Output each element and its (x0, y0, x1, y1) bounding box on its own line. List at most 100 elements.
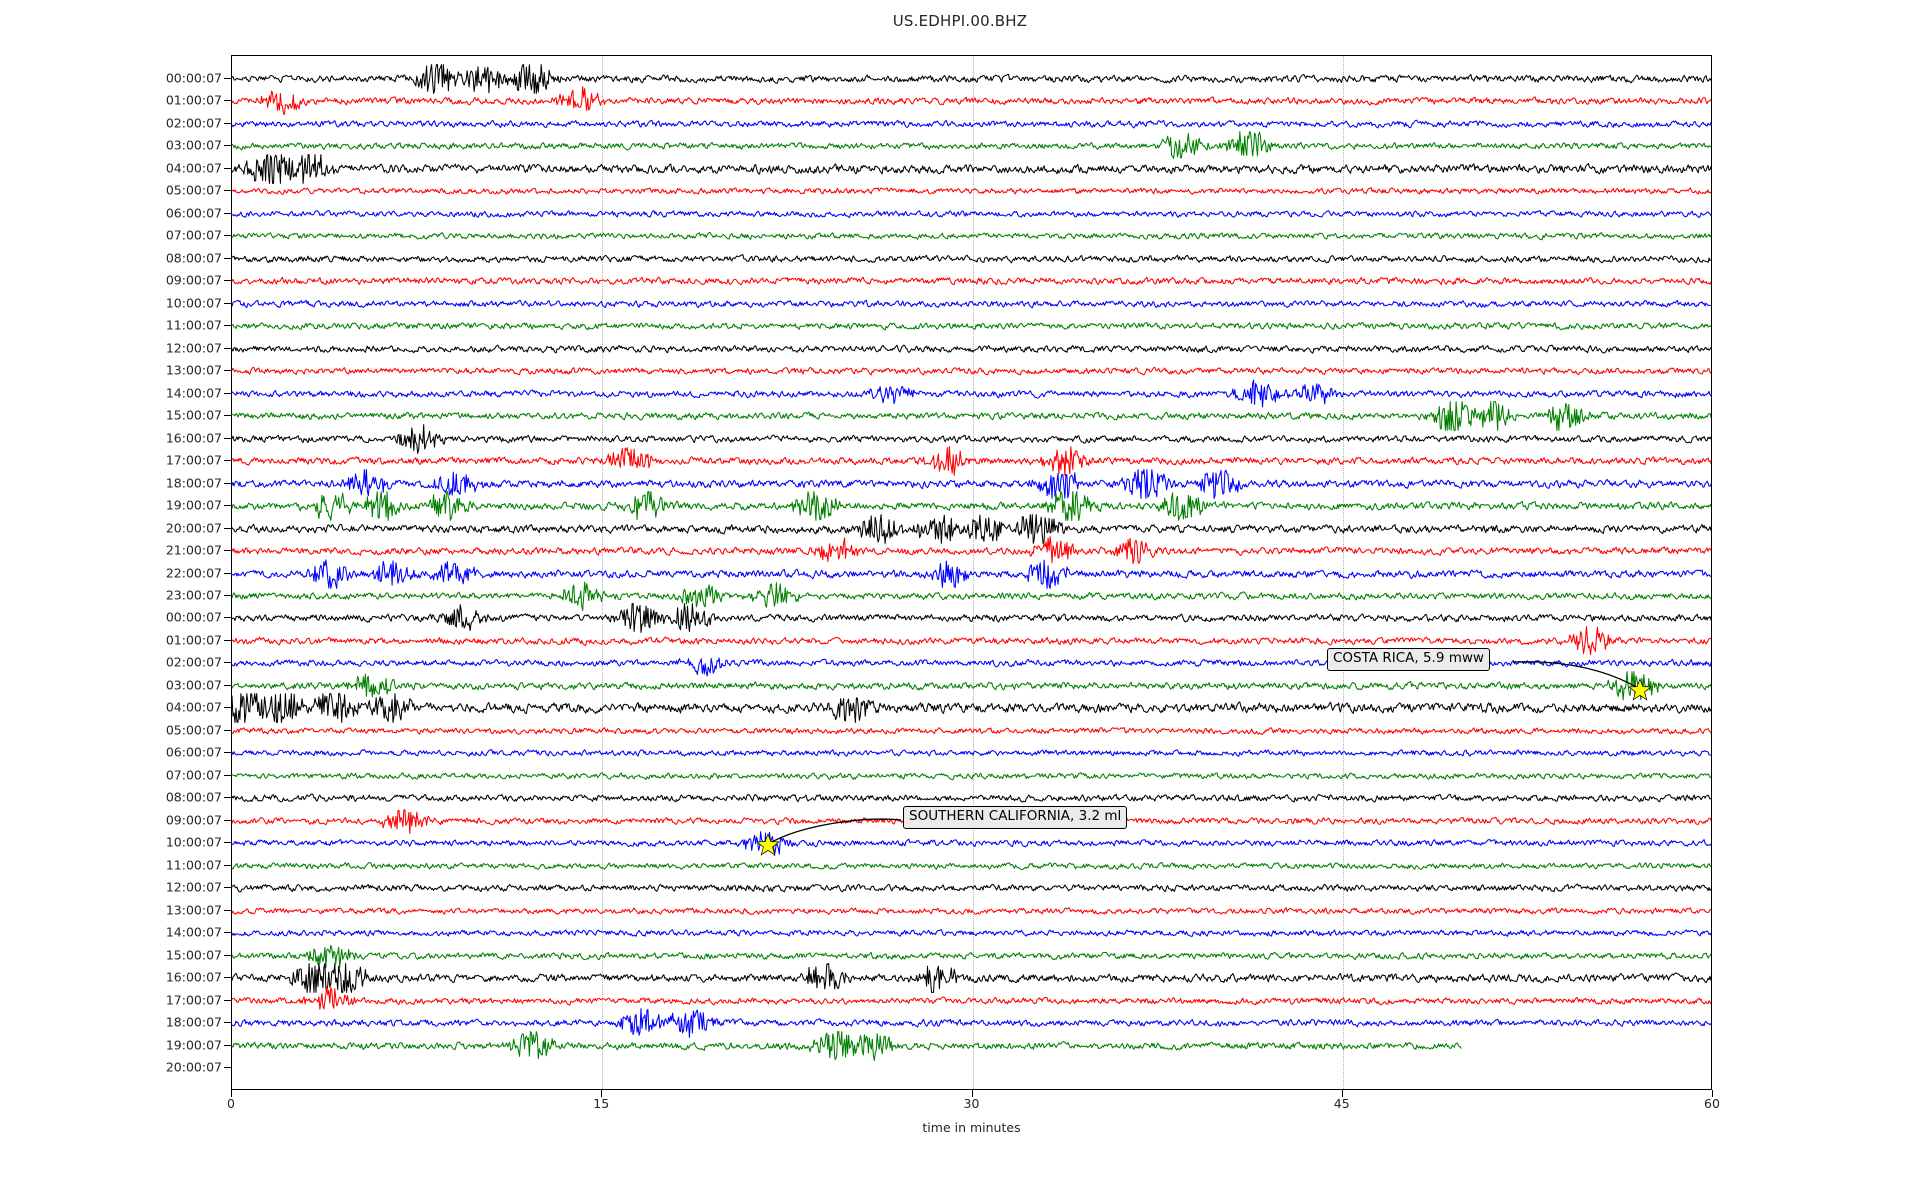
seismogram-trace (232, 334, 1711, 364)
y-tick-label: 18:00:07 (165, 475, 222, 491)
y-tick-label: 17:00:07 (165, 452, 222, 468)
x-axis-label: time in minutes (922, 1120, 1021, 1135)
y-tick-label: 23:00:07 (165, 587, 222, 603)
y-tick-label: 18:00:07 (165, 1014, 222, 1030)
y-tick-label: 22:00:07 (165, 565, 222, 580)
y-tick-label: 01:00:07 (165, 92, 222, 108)
y-tick-mark (224, 437, 232, 439)
x-tick-label: 30 (963, 1096, 980, 1111)
seismogram-trace (232, 918, 1711, 948)
y-tick-label: 20:00:07 (165, 1059, 222, 1075)
y-tick-label: 17:00:07 (165, 992, 222, 1008)
seismogram-trace (232, 986, 1711, 1016)
seismogram-trace (232, 1030, 1711, 1061)
y-tick-label: 08:00:07 (165, 250, 222, 266)
y-tick-mark (224, 415, 232, 417)
seismogram-trace (232, 446, 1711, 477)
seismogram-trace (232, 536, 1711, 566)
y-tick-mark (224, 662, 232, 664)
seismogram-trace (232, 716, 1711, 746)
seismogram-trace (232, 581, 1711, 611)
y-tick-label: 14:00:07 (165, 385, 222, 401)
plot-area (232, 56, 1711, 1089)
seismogram-trace (232, 670, 1711, 701)
y-tick-mark (224, 302, 232, 304)
y-tick-mark (224, 774, 232, 776)
y-tick-label: 06:00:07 (165, 744, 222, 760)
y-tick-mark (224, 460, 232, 462)
x-tick-mark (1341, 1090, 1343, 1097)
seismogram-trace (232, 851, 1711, 881)
y-tick-mark (224, 392, 232, 394)
y-tick-label: 04:00:07 (165, 160, 222, 176)
y-tick-mark (224, 235, 232, 237)
y-tick-label: 05:00:07 (165, 722, 222, 738)
y-tick-label: 21:00:07 (165, 542, 222, 558)
y-tick-label: 09:00:07 (165, 812, 222, 828)
y-tick-mark (224, 347, 232, 349)
event-star-marker[interactable] (1627, 677, 1653, 703)
y-tick-label: 10:00:07 (165, 295, 222, 311)
y-tick-label: 02:00:07 (165, 654, 222, 670)
y-tick-label: 00:00:07 (165, 609, 222, 625)
event-annotation-label[interactable]: COSTA RICA, 5.9 mww (1327, 648, 1490, 671)
y-tick-label: 00:00:07 (165, 70, 222, 86)
seismogram-trace (232, 379, 1711, 409)
page-title: US.EDHPI.00.BHZ (892, 12, 1028, 30)
gridline-vertical (1342, 56, 1344, 1089)
event-annotation-label[interactable]: SOUTHERN CALIFORNIA, 3.2 ml (903, 806, 1128, 829)
y-tick-mark (224, 527, 232, 529)
y-tick-mark (224, 122, 232, 124)
x-tick-mark (1712, 1090, 1713, 1097)
y-tick-label: 12:00:07 (165, 879, 222, 895)
y-tick-label: 20:00:07 (165, 520, 222, 536)
y-tick-label: 04:00:07 (165, 699, 222, 715)
y-tick-label: 09:00:07 (165, 272, 222, 288)
seismogram-trace (232, 941, 1711, 971)
x-tick-label: 15 (593, 1096, 610, 1111)
y-tick-mark (224, 954, 232, 956)
seismogram-trace (232, 244, 1711, 274)
seismogram-trace (232, 558, 1711, 589)
y-tick-mark (224, 370, 232, 372)
y-tick-label: 05:00:07 (165, 182, 222, 198)
y-tick-label: 19:00:07 (165, 497, 222, 513)
y-tick-label: 11:00:07 (165, 857, 222, 873)
y-tick-label: 02:00:07 (165, 115, 222, 131)
seismogram-trace (232, 491, 1711, 521)
y-tick-label: 16:00:07 (165, 969, 222, 985)
seismogram-trace (232, 289, 1711, 319)
y-tick-label: 13:00:07 (165, 902, 222, 918)
y-tick-mark (224, 280, 232, 282)
seismogram-trace (232, 1008, 1711, 1038)
seismogram-trace (232, 896, 1711, 926)
seismogram-trace (232, 693, 1711, 724)
y-tick-mark (224, 257, 232, 259)
y-tick-mark (224, 325, 232, 327)
y-tick-label: 06:00:07 (165, 205, 222, 221)
x-tick-label: 45 (1333, 1096, 1350, 1111)
x-tick-mark (601, 1090, 603, 1097)
y-tick-mark (224, 505, 232, 507)
y-tick-mark (224, 909, 232, 911)
plot-axes (231, 55, 1712, 1090)
seismogram-trace (232, 738, 1711, 768)
seismogram-trace (232, 266, 1711, 296)
y-tick-mark (224, 550, 232, 552)
y-tick-mark (224, 572, 232, 574)
y-tick-mark (224, 864, 232, 866)
y-tick-mark (224, 977, 232, 979)
y-tick-label: 14:00:07 (165, 924, 222, 940)
x-tick-label: 60 (1704, 1096, 1720, 1111)
y-tick-label: 13:00:07 (165, 362, 222, 378)
event-star-marker[interactable] (755, 832, 781, 858)
seismogram-trace (232, 513, 1711, 544)
seismogram-trace (232, 761, 1711, 791)
seismogram-trace (232, 153, 1711, 184)
seismogram-trace (232, 468, 1711, 499)
seismogram-trace (232, 221, 1711, 251)
y-tick-label: 19:00:07 (165, 1037, 222, 1053)
y-tick-mark (224, 482, 232, 484)
y-tick-mark (224, 752, 232, 754)
